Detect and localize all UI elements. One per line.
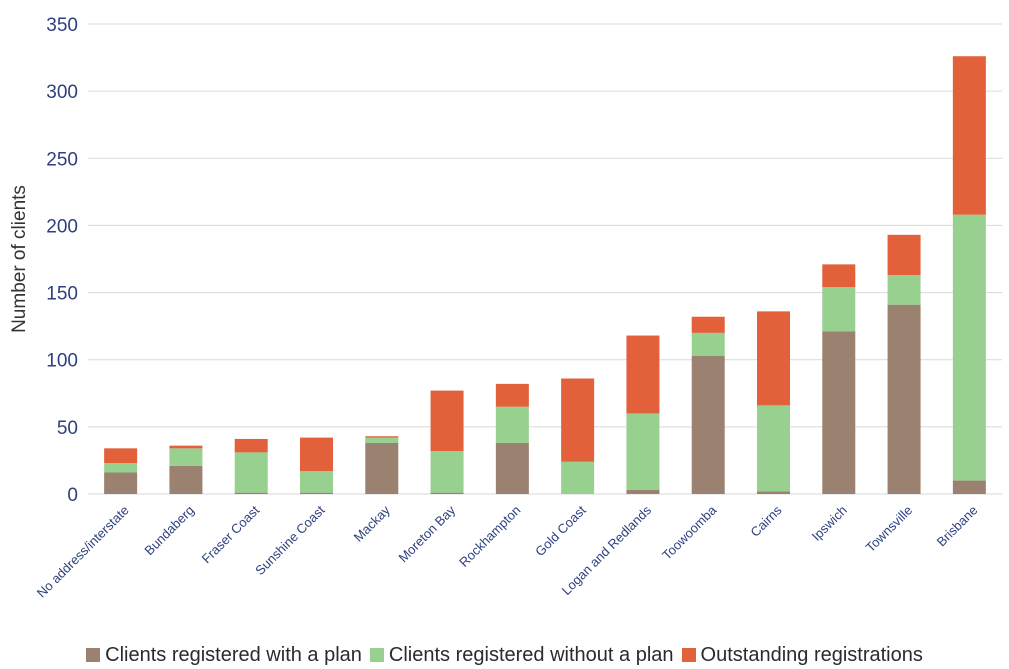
bar-segment [691,316,725,333]
bar-segment [952,56,986,215]
bar-segment [887,234,921,276]
bar-segment [822,331,856,494]
y-tick-label: 200 [46,216,78,237]
bar-segment [495,442,529,494]
bar-segment [365,437,399,443]
legend-label: Clients registered with a plan [105,643,362,666]
legend-label: Outstanding registrations [700,643,923,666]
bar-segment [757,311,790,406]
x-tick-label: Rockhampton [456,503,523,570]
legend-item: Clients registered with a plan [86,644,362,667]
bar-segment [169,445,203,449]
x-tick-label: Cairns [747,502,785,540]
bars [104,56,986,494]
bar-segment [561,461,595,494]
bar-segment [300,437,333,472]
y-tick-label: 250 [46,149,78,170]
y-tick-label: 50 [57,418,78,439]
bar-segment [495,406,529,443]
bar-segment [952,480,986,494]
y-tick-label: 0 [67,485,78,506]
y-axis-label: Number of clients [9,185,30,333]
legend-swatch [681,648,696,662]
bar-segment [169,465,203,494]
x-tick-label: Bundaberg [141,503,197,559]
bar-segment [365,436,399,438]
bar-segment [234,452,268,493]
bar-segment [757,491,790,494]
y-tick-label: 100 [46,351,78,372]
x-axis-ticks: No address/interstate Bundaberg Fraser Coa… [34,502,981,601]
legend-swatch [369,648,384,662]
x-tick-label: Fraser Coast [199,502,263,566]
bar-segment [822,264,856,288]
bar-segment [822,287,856,332]
bar-segment [952,214,986,481]
stacked-bar-chart: 0 50 100 150 200 250 300 350 No address/interst… [9,15,1002,601]
bar-segment [300,471,333,493]
bar-segment [234,492,268,494]
x-tick-label: No address/interstate [34,503,132,601]
bar-segment [104,448,138,464]
bar-segment [234,438,268,453]
bar-segment [691,355,725,494]
legend-label: Clients registered without a plan [388,643,674,666]
x-tick-label: Toowoomba [659,502,720,563]
bar-segment [430,390,464,452]
bar-segment [104,463,138,473]
y-axis-ticks: 0 50 100 150 200 250 300 350 [46,15,78,506]
bar-segment [626,489,660,494]
bar-segment [430,492,464,494]
y-tick-label: 150 [46,284,78,305]
bar-segment [757,405,790,492]
bar-segment [300,492,333,494]
y-tick-label: 350 [46,15,78,36]
bar-segment [169,448,203,466]
x-tick-label: Townsville [863,503,916,556]
x-tick-label: Brisbane [934,503,981,550]
x-tick-label: Moreton Bay [395,502,458,565]
legend-item: Outstanding registrations [681,643,923,667]
bar-segment [365,442,399,494]
bar-segment [887,304,921,494]
bar-segment [104,472,138,494]
x-tick-label: Ipswich [809,503,850,544]
bar-segment [691,332,725,356]
bar-segment [626,335,660,414]
bar-segment [887,275,921,305]
bar-segment [626,413,660,490]
legend-swatch [86,648,101,662]
legend-item: Clients registered without a plan [369,643,674,667]
x-tick-label: Mackay [351,502,394,545]
y-tick-label: 300 [46,82,78,103]
x-tick-label: Gold Coast [532,502,589,559]
gridlines [88,23,1002,495]
bar-segment [561,378,595,462]
bar-segment [430,451,464,493]
x-tick-label: Sunshine Coast [252,502,328,578]
legend: Clients registered with a plan Clients re… [0,641,1009,669]
bar-segment [495,383,529,407]
